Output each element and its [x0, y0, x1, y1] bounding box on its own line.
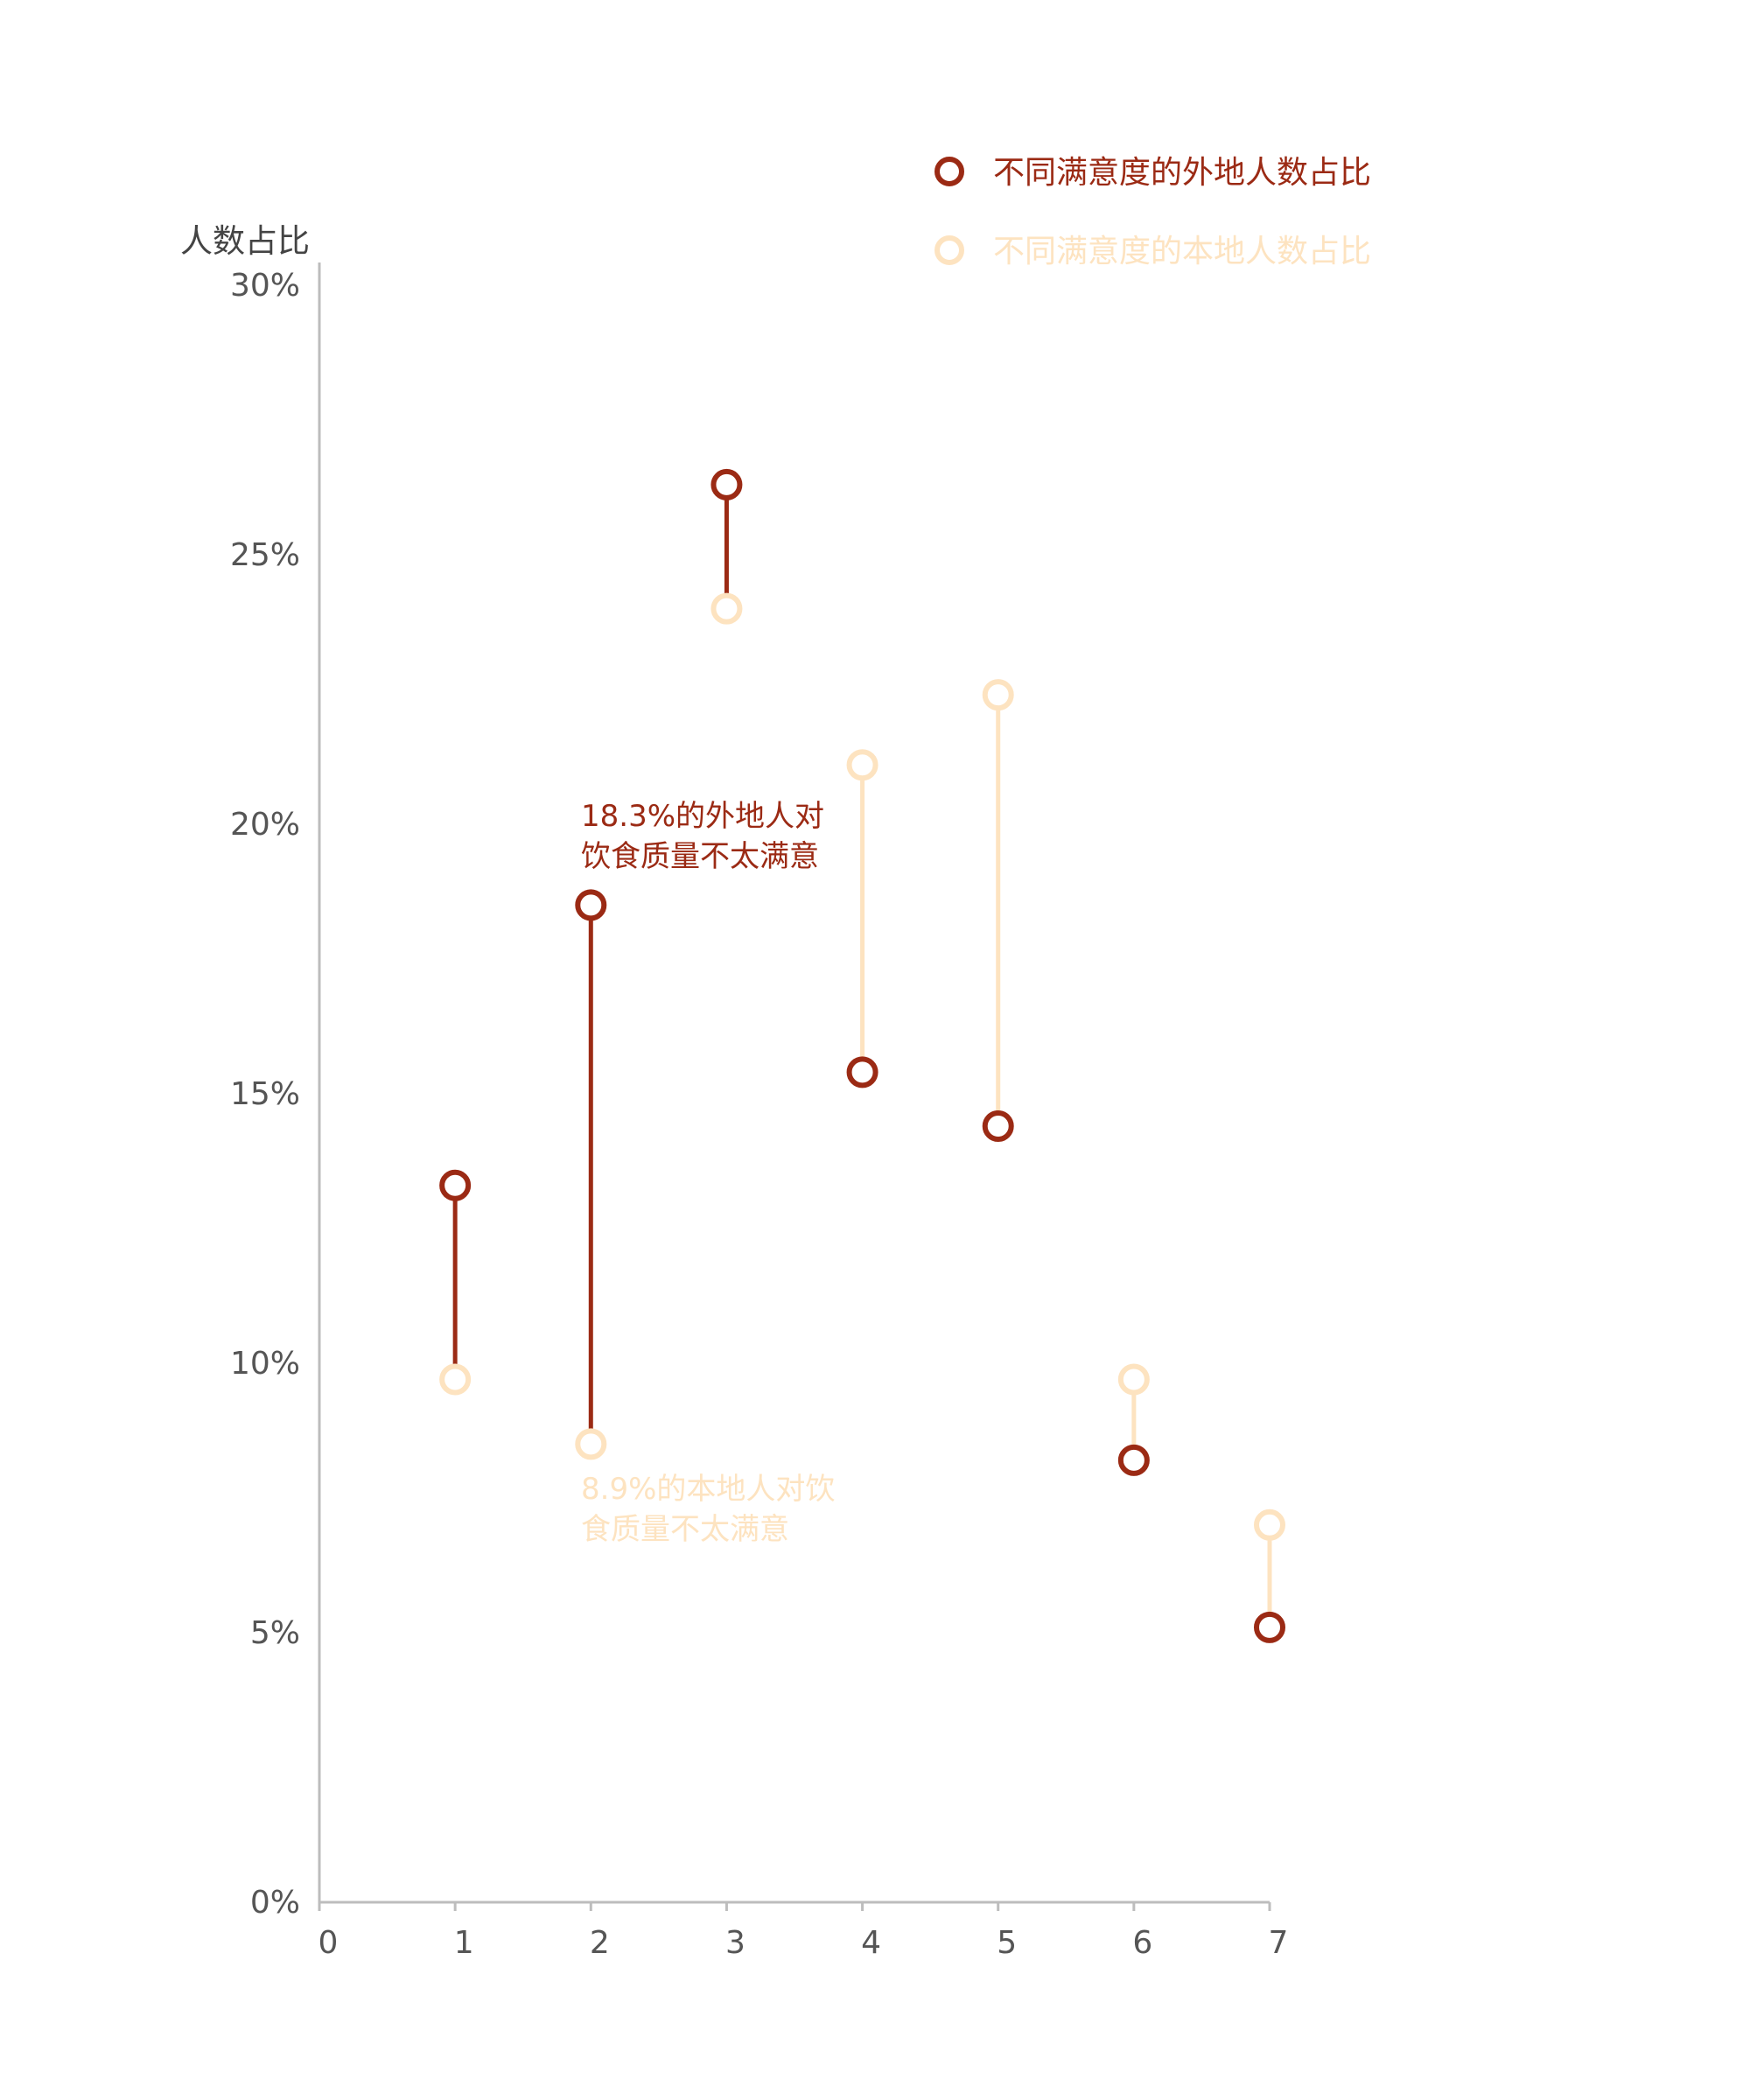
annotation-text: 18.3%的外地人对饮食质量不太满意 [581, 799, 824, 874]
y-tick-label: 20% [230, 807, 300, 843]
data-point [1117, 1444, 1150, 1476]
data-point [1254, 1611, 1285, 1643]
axes: 0% 5% 10% 15% 20% 25% 30% 0 1 2 3 4 5 6 7 人数占比 [180, 222, 1288, 1961]
x-tick-label: 3 [725, 1925, 746, 1961]
x-tick-label: 6 [1132, 1925, 1152, 1961]
y-tick-label: 25% [230, 537, 300, 573]
data-point [575, 1428, 607, 1460]
legend-label: 不同满意度的本地人数占比 [993, 234, 1371, 270]
annotations: 18.3%的外地人对饮食质量不太满意 8.9%的本地人对饮食质量不太满意 [581, 799, 835, 1547]
y-tick-label: 5% [250, 1615, 300, 1651]
connector-lines [452, 484, 1272, 1628]
legend-marker [934, 157, 964, 186]
annotation-line: 8.9%的本地人对饮 [581, 1472, 835, 1507]
data-point [710, 592, 743, 625]
data-point [439, 1169, 472, 1201]
x-tick-label: 7 [1269, 1925, 1289, 1961]
data-point [575, 889, 607, 921]
annotation-line: 饮食质量不太满意 [581, 839, 819, 874]
y-tick-label: 15% [230, 1076, 300, 1112]
annotation-line: 18.3%的外地人对 [581, 799, 824, 834]
annotation-text: 8.9%的本地人对饮食质量不太满意 [581, 1472, 835, 1547]
data-point [710, 468, 743, 500]
x-tick-label: 4 [861, 1925, 881, 1961]
data-point [982, 679, 1014, 711]
x-tick-label: 5 [997, 1925, 1017, 1961]
data-point [1254, 1508, 1285, 1541]
data-point [982, 1110, 1014, 1142]
x-tick-label: 1 [454, 1925, 474, 1961]
data-points [439, 468, 1285, 1643]
data-point [846, 749, 878, 781]
annotation-line: 食质量不太满意 [581, 1512, 789, 1547]
y-tick-label: 0% [250, 1885, 300, 1921]
y-tick-label: 30% [230, 268, 300, 304]
data-point [1117, 1363, 1150, 1396]
legend-marker [934, 235, 964, 265]
x-tick-label: 0 [318, 1925, 339, 1961]
y-axis-title: 人数占比 [180, 222, 310, 260]
legend-label: 不同满意度的外地人数占比 [993, 155, 1371, 191]
data-point [846, 1056, 878, 1088]
x-tick-label: 2 [590, 1925, 610, 1961]
y-tick-label: 10% [230, 1346, 300, 1382]
data-point [439, 1363, 472, 1396]
